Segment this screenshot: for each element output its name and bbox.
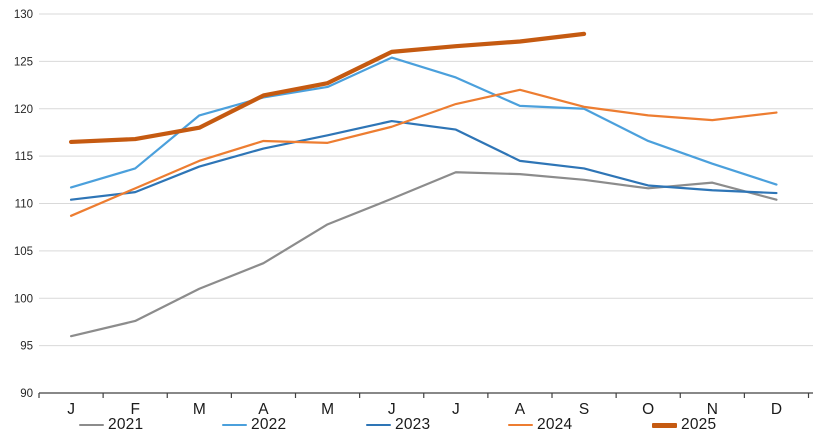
- x-axis-month-label: S: [579, 401, 589, 418]
- x-axis-month-label: D: [771, 401, 782, 418]
- y-axis-tick-label: 100: [14, 293, 33, 305]
- legend-line-2025: [652, 422, 677, 428]
- series-line-2023: [69, 119, 778, 201]
- legend-label-2023: 2023: [395, 416, 431, 433]
- y-axis-tick-label: 90: [20, 388, 33, 400]
- y-axis-tick-label: 125: [14, 56, 33, 68]
- y-axis-tick-label: 110: [15, 199, 33, 211]
- x-axis-month-label: A: [515, 401, 526, 418]
- x-axis-month-label: O: [642, 401, 654, 418]
- series-line-2021: [69, 171, 778, 338]
- legend-item-2022: 2022: [222, 415, 286, 435]
- series-line-2025: [68, 31, 587, 145]
- series-line-2024: [69, 88, 778, 217]
- legend-item-2025: 2025: [652, 415, 716, 435]
- y-axis-tick-label: 95: [20, 341, 33, 353]
- y-axis-tick-label: 115: [15, 151, 33, 163]
- x-axis-month-label: M: [193, 401, 206, 418]
- legend-label-2021: 2021: [108, 416, 144, 433]
- legend-label-2024: 2024: [537, 416, 573, 433]
- legend-line-2023: [366, 423, 391, 427]
- x-axis-month-label: J: [388, 401, 396, 418]
- x-axis-month-label: J: [67, 401, 75, 418]
- legend-line-2024: [508, 423, 533, 427]
- legend-item-2021: 2021: [79, 415, 143, 435]
- x-axis-month-label: F: [130, 401, 139, 418]
- legend-item-2024: 2024: [508, 415, 572, 435]
- x-axis-month-label: A: [258, 401, 269, 418]
- legend-label-2025: 2025: [681, 416, 717, 433]
- legend-line-2021: [79, 423, 104, 427]
- x-axis-month-label: J: [452, 401, 460, 418]
- legend-item-2023: 2023: [366, 415, 430, 435]
- series-line-2022: [69, 56, 778, 189]
- y-axis-tick-label: 130: [14, 9, 33, 21]
- x-axis-month-label: M: [321, 401, 334, 418]
- x-axis-month-label: N: [707, 401, 718, 418]
- legend-label-2022: 2022: [251, 416, 287, 433]
- y-axis-tick-label: 105: [14, 246, 33, 258]
- y-axis-tick-label: 120: [14, 104, 33, 116]
- legend-line-2022: [222, 423, 247, 427]
